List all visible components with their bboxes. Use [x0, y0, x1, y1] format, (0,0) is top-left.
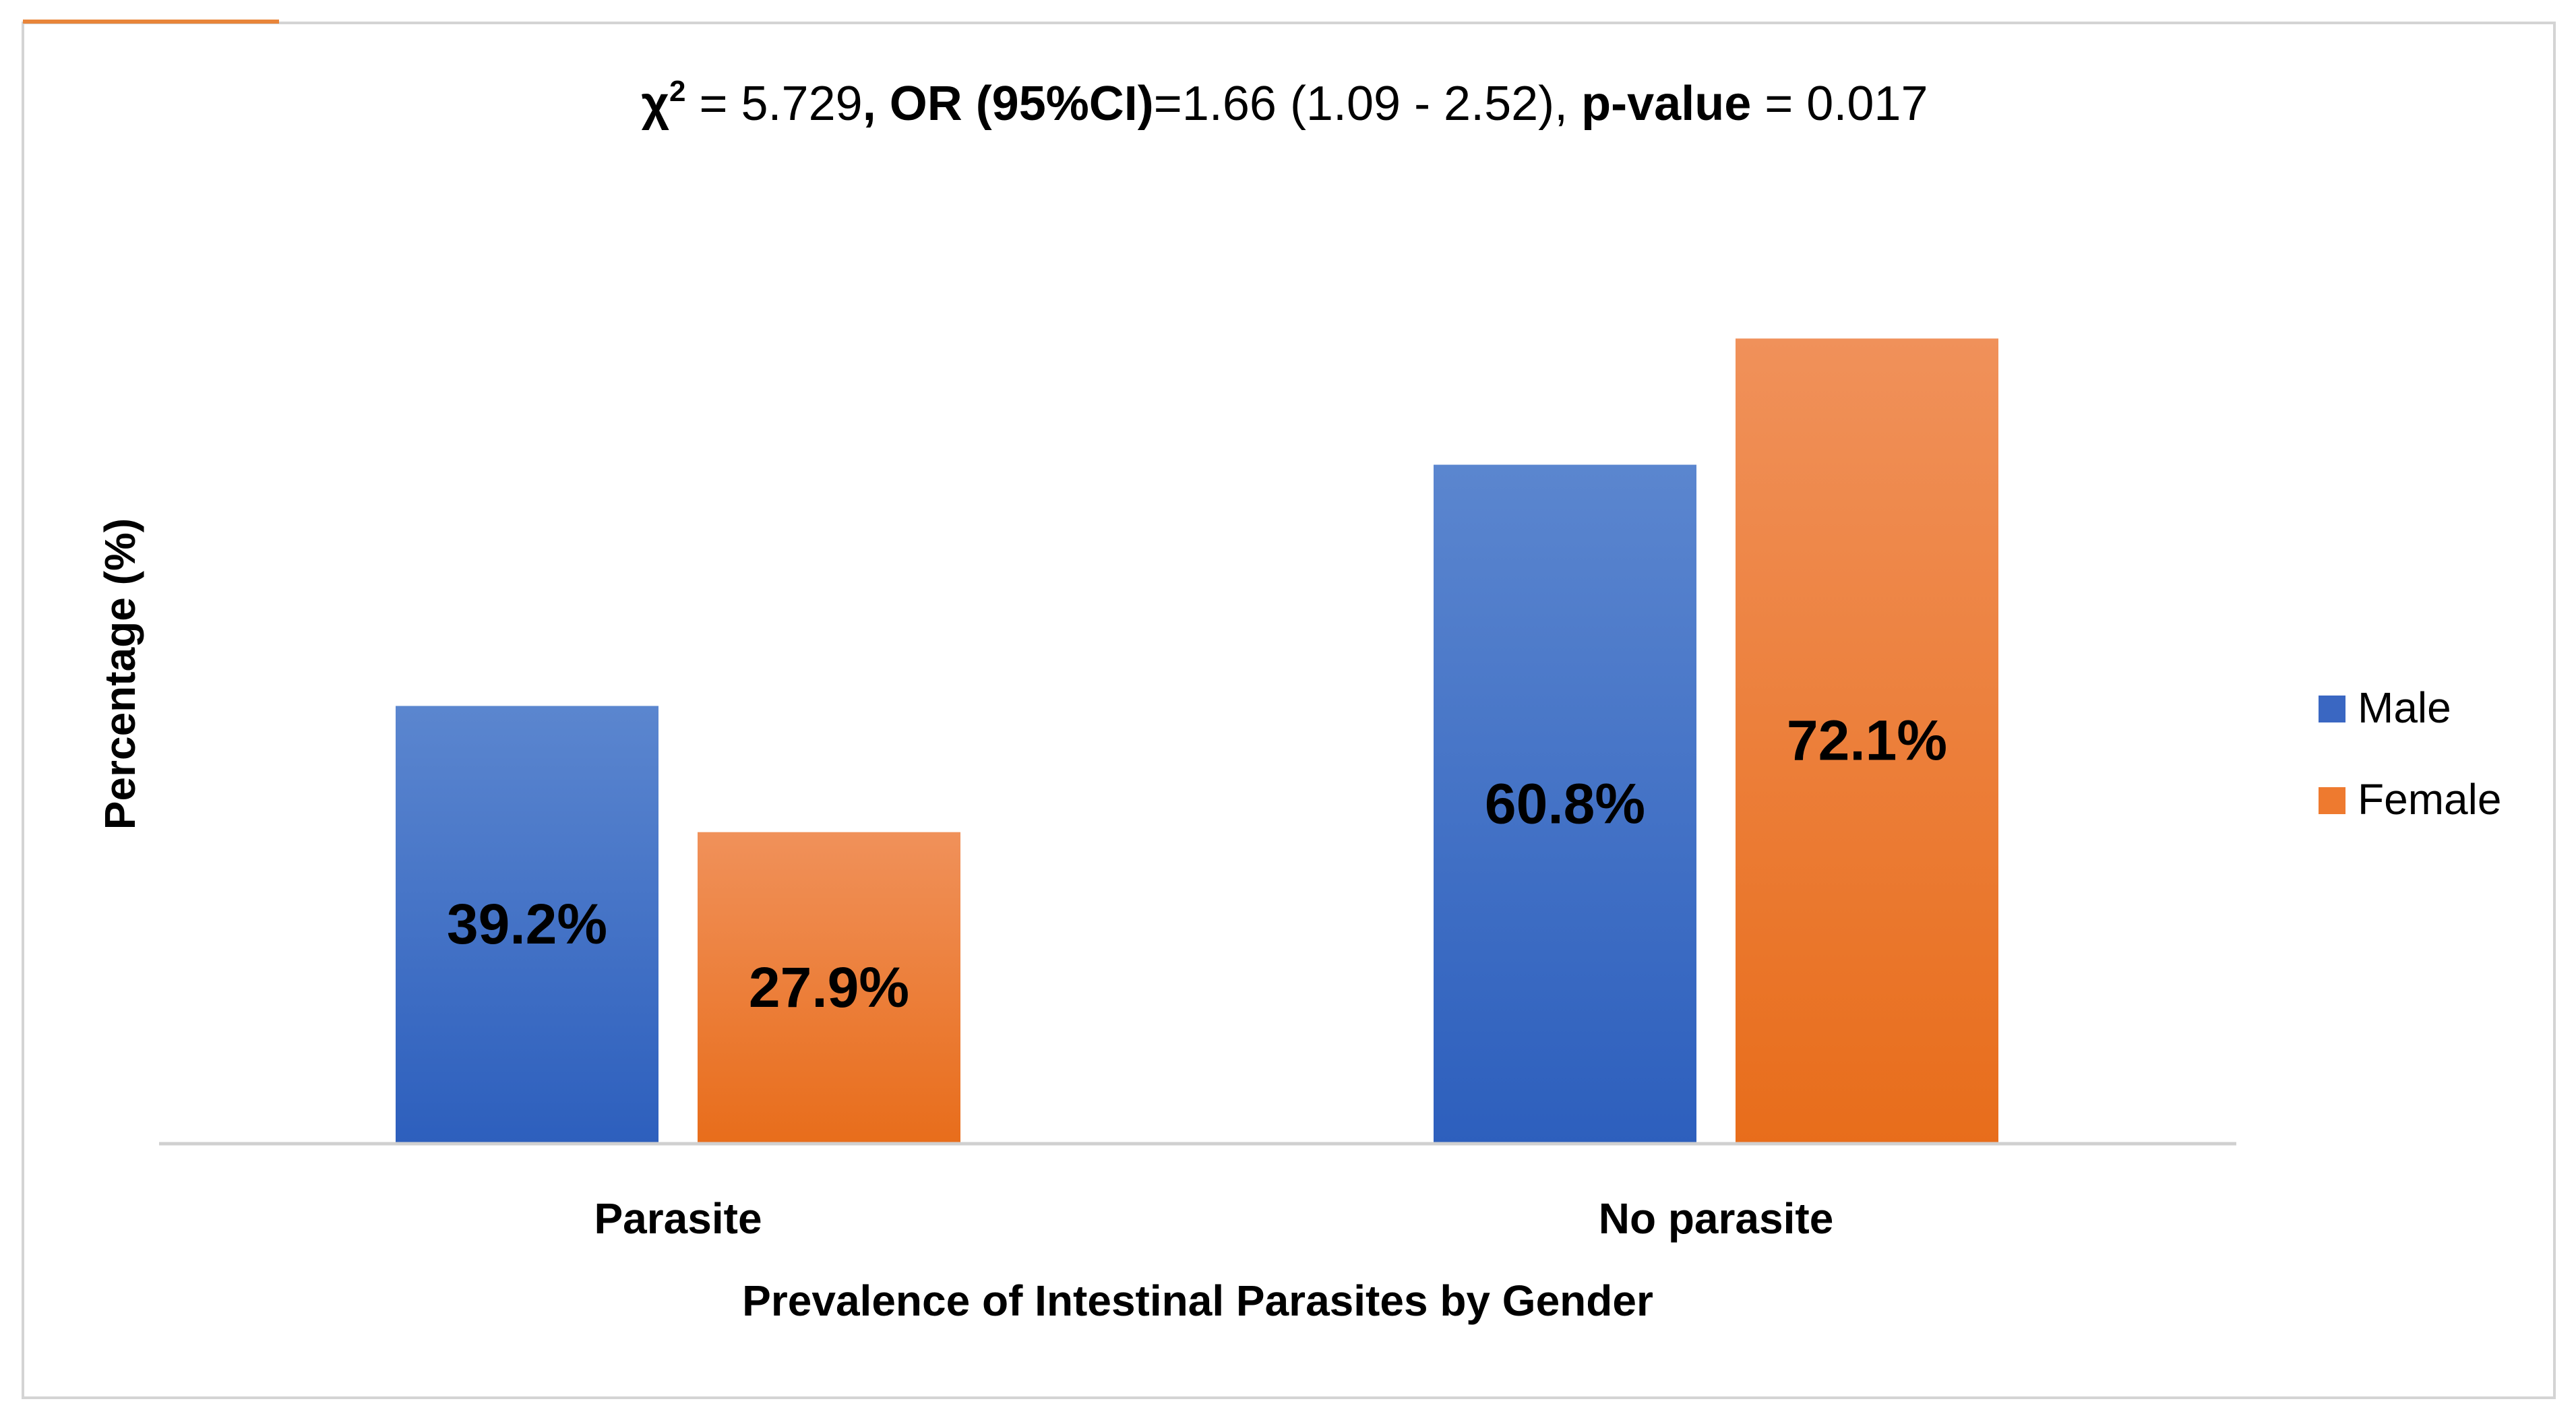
chi-value: = 5.729 — [685, 77, 862, 131]
data-label-parasite-female: 27.9% — [749, 956, 909, 1019]
category-label-no-parasite: No parasite — [1599, 1194, 1834, 1243]
data-label-no-parasite-male: 60.8% — [1485, 772, 1645, 835]
chi-symbol: χ — [642, 77, 670, 131]
data-label-parasite-male: 39.2% — [447, 892, 607, 956]
legend-swatch-male — [2319, 696, 2345, 722]
category-labels-layer: Parasite No parasite — [594, 1194, 1833, 1243]
y-axis-label: Percentage (%) — [96, 518, 144, 830]
legend-label-female: Female — [2358, 775, 2501, 824]
bar-parasite-male — [396, 706, 658, 1144]
p-value: = 0.017 — [1751, 77, 1928, 131]
bar-no-parasite-male — [1434, 464, 1696, 1144]
category-label-parasite: Parasite — [594, 1194, 762, 1243]
p-label: p-value — [1581, 77, 1751, 131]
x-axis-label: Prevalence of Intestinal Parasites by Ge… — [742, 1276, 1653, 1325]
legend: Male Female — [2319, 683, 2501, 824]
or-value: =1.66 (1.09 - 2.52), — [1154, 77, 1581, 131]
bars-layer — [396, 338, 1998, 1144]
or-label: , OR (95%CI) — [863, 77, 1154, 131]
data-label-no-parasite-female: 72.1% — [1787, 709, 1947, 772]
chi-exponent: 2 — [669, 75, 685, 108]
chart-title: χ2 = 5.729, OR (95%CI)=1.66 (1.09 - 2.52… — [642, 75, 1928, 131]
legend-swatch-female — [2319, 787, 2345, 814]
bar-labels-layer: 39.2% 27.9% 60.8% 72.1% — [447, 709, 1947, 1019]
bar-parasite-female — [698, 832, 960, 1144]
legend-label-male: Male — [2358, 683, 2451, 732]
bar-no-parasite-female — [1736, 338, 1998, 1144]
